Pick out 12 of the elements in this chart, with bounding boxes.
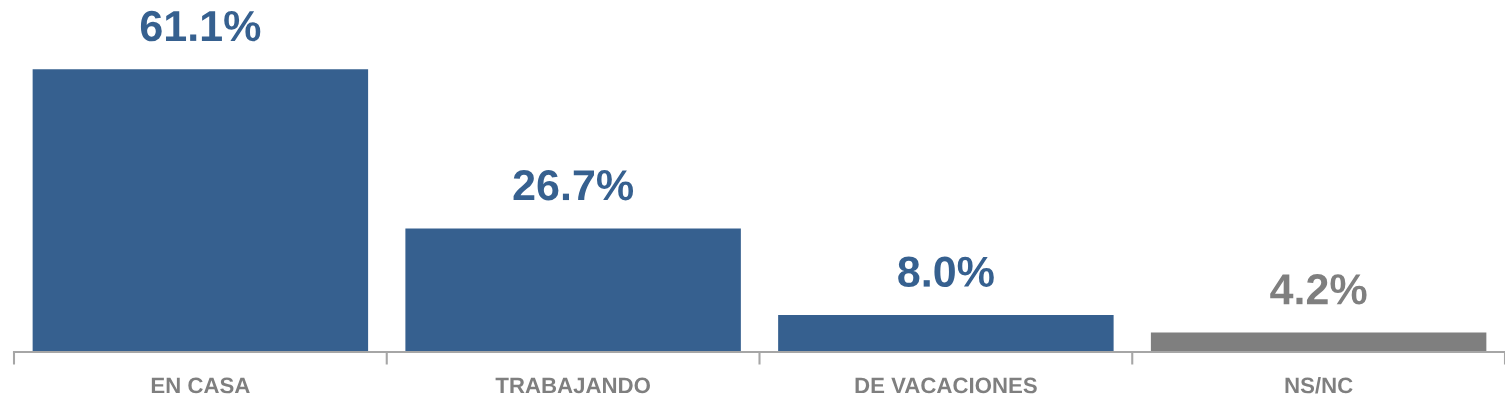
bar bbox=[1150, 332, 1487, 352]
data-label: 8.0% bbox=[898, 256, 994, 288]
data-label: 61.1% bbox=[140, 10, 261, 42]
x-tick-label: EN CASA bbox=[151, 377, 250, 394]
bar bbox=[405, 228, 741, 352]
data-label: 26.7% bbox=[513, 170, 634, 201]
x-tick-label: TRABAJANDO bbox=[495, 377, 650, 394]
bar bbox=[778, 314, 1114, 352]
data-label: 4.2% bbox=[1270, 274, 1367, 305]
x-tick-label: DE VACACIONES bbox=[855, 377, 1037, 394]
bar bbox=[32, 69, 369, 352]
x-tick-label: NS/NC bbox=[1285, 377, 1353, 394]
